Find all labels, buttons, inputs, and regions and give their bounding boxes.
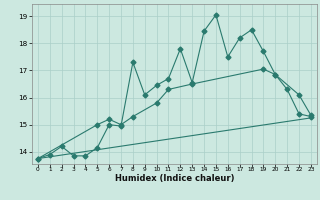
X-axis label: Humidex (Indice chaleur): Humidex (Indice chaleur) xyxy=(115,174,234,183)
